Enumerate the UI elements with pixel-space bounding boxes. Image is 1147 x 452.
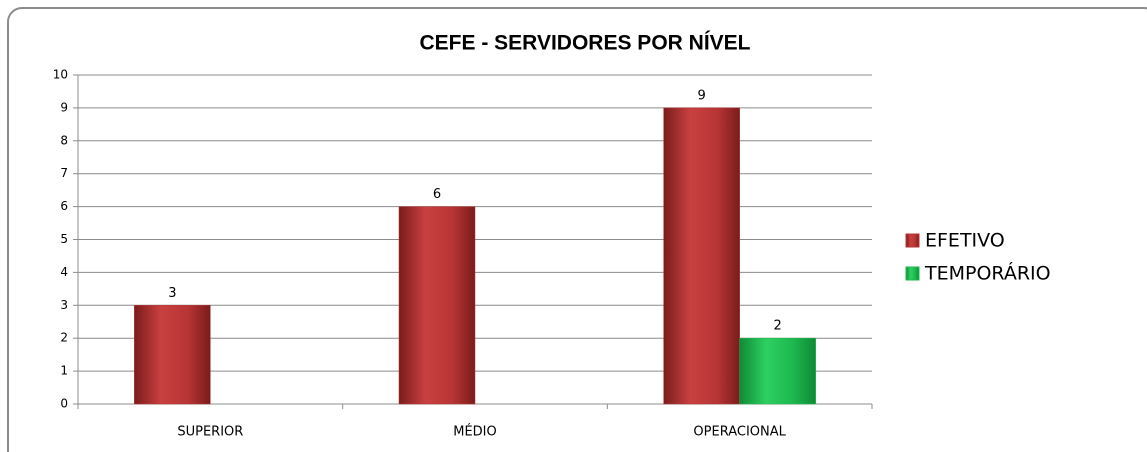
value-label: 2 [774,319,782,334]
frame [7,7,1147,452]
y-tick-label: 10 [53,68,68,82]
legend-label: TEMPORÁRIO [924,262,1051,285]
x-tick-label: OPERACIONAL [693,425,786,440]
chart-title: CEFE - SERVIDORES POR NÍVEL [419,32,750,55]
value-label: 6 [433,187,441,202]
y-tick-label: 7 [60,166,68,180]
bar [663,107,740,405]
legend-swatch [905,266,920,281]
x-tick-label: SUPERIOR [177,425,243,440]
legend-label: EFETIVO [925,230,1005,252]
y-tick-label: 2 [60,331,68,345]
legend-swatch [905,233,920,248]
y-tick-label: 8 [60,133,68,147]
y-tick-label: 6 [60,199,68,213]
bar [398,206,476,405]
value-label: 3 [168,286,176,301]
y-tick-label: 0 [60,397,68,411]
bar [739,337,816,405]
y-tick-label: 1 [60,364,68,378]
bar [134,305,211,405]
value-label: 9 [698,88,706,103]
y-tick-label: 5 [60,232,68,246]
x-tick-label: MÉDIO [453,424,497,440]
y-tick-label: 4 [60,265,68,279]
y-tick-label: 9 [60,100,68,114]
y-tick-label: 3 [60,298,68,312]
